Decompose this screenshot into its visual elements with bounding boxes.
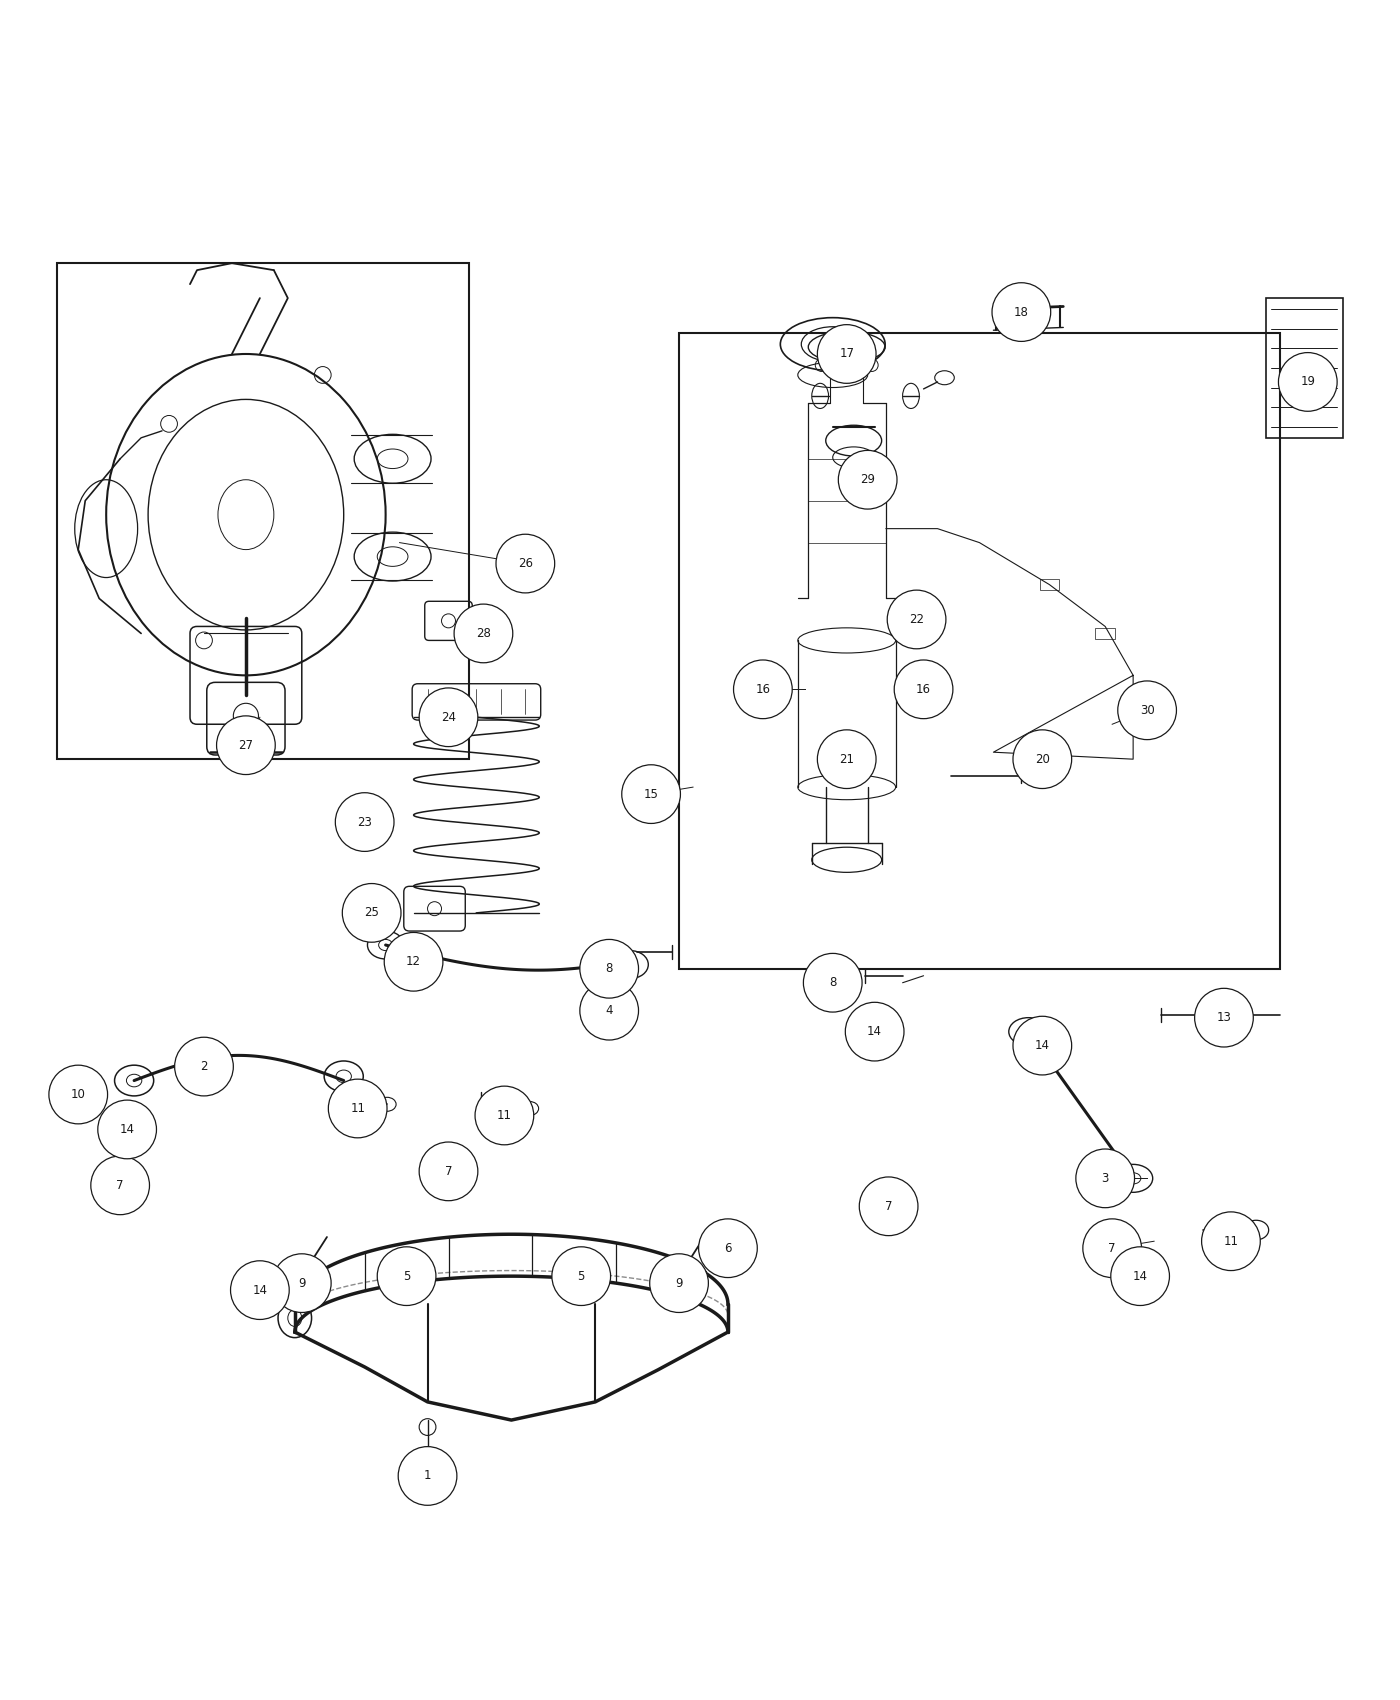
Text: 24: 24 bbox=[441, 711, 456, 724]
Text: 29: 29 bbox=[860, 473, 875, 486]
Circle shape bbox=[384, 932, 442, 991]
Text: 11: 11 bbox=[350, 1102, 365, 1115]
Circle shape bbox=[818, 325, 876, 382]
Circle shape bbox=[552, 1246, 610, 1306]
Text: 11: 11 bbox=[1224, 1234, 1239, 1248]
Circle shape bbox=[398, 1447, 456, 1504]
Circle shape bbox=[329, 1080, 386, 1137]
Text: 14: 14 bbox=[867, 1025, 882, 1039]
Text: 19: 19 bbox=[1301, 376, 1315, 388]
Circle shape bbox=[1194, 988, 1253, 1047]
Text: 7: 7 bbox=[885, 1200, 892, 1212]
Text: 8: 8 bbox=[605, 962, 613, 976]
Bar bbox=[1266, 298, 1343, 439]
Bar bbox=[713, 1231, 729, 1246]
Text: 5: 5 bbox=[403, 1270, 410, 1284]
Circle shape bbox=[496, 534, 554, 593]
Circle shape bbox=[175, 1037, 234, 1096]
Text: 15: 15 bbox=[644, 787, 658, 801]
Text: 1: 1 bbox=[424, 1469, 431, 1482]
Text: 21: 21 bbox=[839, 753, 854, 765]
Circle shape bbox=[1201, 1212, 1260, 1270]
Text: 23: 23 bbox=[357, 816, 372, 828]
Circle shape bbox=[419, 688, 477, 746]
Text: 28: 28 bbox=[476, 627, 491, 639]
Text: 10: 10 bbox=[71, 1088, 85, 1102]
Text: 5: 5 bbox=[578, 1270, 585, 1284]
Text: 7: 7 bbox=[1109, 1241, 1116, 1255]
Circle shape bbox=[993, 282, 1051, 342]
Text: 30: 30 bbox=[1140, 704, 1155, 717]
Text: 18: 18 bbox=[1014, 306, 1029, 318]
Text: 3: 3 bbox=[1102, 1171, 1109, 1185]
Circle shape bbox=[1082, 1219, 1141, 1278]
Text: 8: 8 bbox=[829, 976, 836, 989]
Circle shape bbox=[419, 1142, 477, 1200]
Circle shape bbox=[1278, 352, 1337, 411]
Circle shape bbox=[699, 1219, 757, 1278]
Text: 11: 11 bbox=[497, 1108, 512, 1122]
Bar bbox=[680, 1270, 706, 1289]
Circle shape bbox=[49, 1066, 108, 1124]
Circle shape bbox=[336, 792, 393, 852]
Circle shape bbox=[475, 1086, 533, 1144]
Circle shape bbox=[650, 1255, 708, 1312]
Text: 14: 14 bbox=[119, 1124, 134, 1136]
Circle shape bbox=[839, 450, 897, 508]
Circle shape bbox=[377, 1246, 435, 1306]
Circle shape bbox=[734, 660, 792, 719]
Text: 14: 14 bbox=[1133, 1270, 1148, 1284]
Circle shape bbox=[1110, 1246, 1169, 1306]
Circle shape bbox=[804, 954, 862, 1011]
Text: 14: 14 bbox=[252, 1284, 267, 1297]
Bar bbox=[1040, 580, 1058, 590]
Text: 14: 14 bbox=[1035, 1039, 1050, 1052]
Circle shape bbox=[895, 660, 953, 719]
Circle shape bbox=[580, 981, 638, 1040]
Text: 7: 7 bbox=[445, 1164, 452, 1178]
Text: 16: 16 bbox=[916, 683, 931, 695]
Circle shape bbox=[454, 604, 512, 663]
Text: 13: 13 bbox=[1217, 1012, 1232, 1023]
Circle shape bbox=[231, 1261, 290, 1319]
Text: 26: 26 bbox=[518, 558, 533, 570]
Circle shape bbox=[888, 590, 946, 649]
Circle shape bbox=[98, 1100, 157, 1159]
Bar bbox=[1095, 627, 1114, 639]
Text: 22: 22 bbox=[909, 614, 924, 626]
Text: 20: 20 bbox=[1035, 753, 1050, 765]
Text: 9: 9 bbox=[675, 1277, 683, 1290]
Circle shape bbox=[91, 1156, 150, 1215]
Circle shape bbox=[818, 729, 876, 789]
Circle shape bbox=[273, 1255, 332, 1312]
Circle shape bbox=[622, 765, 680, 823]
Text: 25: 25 bbox=[364, 906, 379, 920]
Circle shape bbox=[1014, 1017, 1071, 1074]
Text: 7: 7 bbox=[116, 1178, 125, 1192]
Circle shape bbox=[1117, 682, 1176, 740]
Text: 9: 9 bbox=[298, 1277, 305, 1290]
Text: 17: 17 bbox=[839, 347, 854, 360]
Text: 4: 4 bbox=[605, 1005, 613, 1017]
Circle shape bbox=[846, 1003, 904, 1061]
Text: 2: 2 bbox=[200, 1061, 207, 1073]
Circle shape bbox=[860, 1176, 918, 1236]
Circle shape bbox=[1014, 729, 1071, 789]
Text: 16: 16 bbox=[756, 683, 770, 695]
Circle shape bbox=[1075, 1149, 1134, 1207]
Text: 27: 27 bbox=[238, 740, 253, 751]
Text: 6: 6 bbox=[724, 1241, 732, 1255]
Bar bbox=[57, 264, 469, 760]
Text: 12: 12 bbox=[406, 955, 421, 969]
Circle shape bbox=[343, 884, 400, 942]
Bar bbox=[304, 1270, 329, 1289]
Circle shape bbox=[217, 716, 276, 775]
Bar bbox=[679, 333, 1280, 969]
Circle shape bbox=[580, 940, 638, 998]
